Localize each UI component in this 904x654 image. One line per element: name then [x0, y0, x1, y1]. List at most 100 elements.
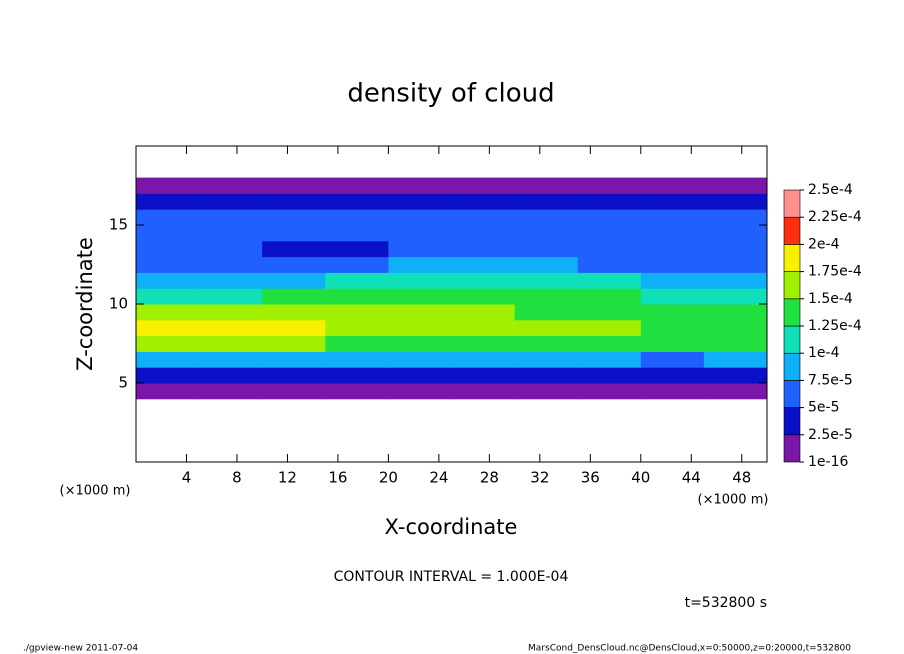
x-tick-label: 32	[530, 469, 549, 487]
y-axis-label: Z-coordinate	[73, 237, 97, 371]
x-tick-label: 36	[581, 469, 600, 487]
heat-cell	[262, 272, 326, 289]
heat-cell	[514, 383, 579, 400]
heat-cell	[451, 288, 516, 305]
colorbar-label: 5e-5	[808, 400, 839, 416]
colorbar-band	[783, 298, 801, 327]
heat-cell	[262, 209, 326, 226]
heat-cell	[577, 272, 642, 289]
heat-cell	[199, 272, 263, 289]
heat-cell	[514, 367, 579, 384]
heat-cell	[325, 367, 389, 384]
heat-cell	[136, 193, 200, 210]
heat-cell	[703, 193, 768, 210]
colorbar-label: 2.5e-5	[808, 427, 853, 443]
y-tick-label: 15	[109, 216, 128, 234]
heat-cell	[451, 193, 516, 210]
heat-cell	[136, 288, 200, 305]
heat-cell	[640, 193, 705, 210]
y-unit: (×1000 m)	[60, 484, 131, 499]
x-tick-label: 48	[732, 469, 751, 487]
heat-cell	[451, 225, 516, 242]
heat-cell	[136, 256, 200, 273]
heat-cell	[325, 177, 389, 194]
heat-cell	[514, 288, 579, 305]
heat-cell	[703, 256, 768, 273]
heat-cell	[577, 240, 642, 258]
heat-cell	[325, 225, 389, 242]
colorbar-label: 1e-4	[808, 345, 840, 361]
heat-cell	[325, 335, 389, 352]
heat-cell	[640, 383, 705, 400]
heat-cell	[325, 304, 389, 321]
heat-cell	[703, 383, 768, 400]
heat-cell	[640, 304, 705, 321]
heat-cell	[199, 193, 263, 210]
heat-cell	[262, 193, 326, 210]
heat-cell	[325, 319, 389, 337]
colorbar-label: 1.75e-4	[808, 264, 862, 280]
heat-cell	[451, 304, 516, 321]
colorbar-label: 1e-16	[808, 454, 848, 470]
x-tick-label: 20	[379, 469, 398, 487]
heat-cell	[577, 225, 642, 242]
footer-left: ./gpview-new 2011-07-04	[23, 644, 138, 654]
heat-cell	[514, 193, 579, 210]
heat-cell	[199, 240, 263, 258]
heat-cell	[262, 225, 326, 242]
heat-cell	[451, 177, 516, 194]
heat-cell	[514, 240, 579, 258]
heat-cell	[262, 351, 326, 368]
heat-cell	[136, 225, 200, 242]
chart-title: density of cloud	[347, 79, 554, 109]
heat-cell	[514, 351, 579, 368]
heat-cell	[325, 288, 389, 305]
heat-cell	[388, 351, 452, 368]
heat-cell	[388, 209, 452, 226]
heat-cell	[703, 272, 768, 289]
heat-cell	[388, 304, 452, 321]
heat-cell	[577, 177, 642, 194]
heat-cell	[514, 209, 579, 226]
x-tick-label: 12	[278, 469, 297, 487]
heat-cell	[514, 225, 579, 242]
heat-cell	[388, 335, 452, 352]
heat-cell	[136, 177, 200, 194]
heat-cell	[325, 256, 389, 273]
colorbar-band	[783, 434, 801, 463]
heat-cell	[577, 351, 642, 368]
heat-cell	[703, 288, 768, 305]
heat-cell	[577, 367, 642, 384]
heat-cell	[325, 383, 389, 400]
heat-cell	[451, 319, 516, 337]
heat-cell	[577, 383, 642, 400]
colorbar-label: 7.5e-5	[808, 372, 853, 388]
heat-cell	[388, 256, 452, 273]
heat-cell	[451, 335, 516, 352]
heat-cell	[640, 272, 705, 289]
heat-cell	[136, 319, 200, 337]
x-tick-label: 28	[480, 469, 499, 487]
heat-cell	[640, 256, 705, 273]
heat-cell	[514, 319, 579, 337]
heat-cell	[136, 335, 200, 352]
heat-cell	[199, 304, 263, 321]
heat-cell	[262, 335, 326, 352]
x-tick-label: 24	[429, 469, 448, 487]
heat-cell	[388, 367, 452, 384]
heat-cell	[514, 335, 579, 352]
heat-cell	[640, 319, 705, 337]
time-label: t=532800 s	[685, 595, 767, 611]
heat-cell	[199, 225, 263, 242]
heat-cell	[451, 256, 516, 273]
heat-cell	[451, 351, 516, 368]
heat-cell	[199, 288, 263, 305]
heat-cell	[640, 240, 705, 258]
heat-cell	[577, 256, 642, 273]
colorbar-label: 2.5e-4	[808, 182, 853, 198]
heat-cell	[703, 225, 768, 242]
contour-interval: CONTOUR INTERVAL = 1.000E-04	[334, 569, 569, 585]
heat-cell	[262, 383, 326, 400]
heat-cell	[136, 304, 200, 321]
